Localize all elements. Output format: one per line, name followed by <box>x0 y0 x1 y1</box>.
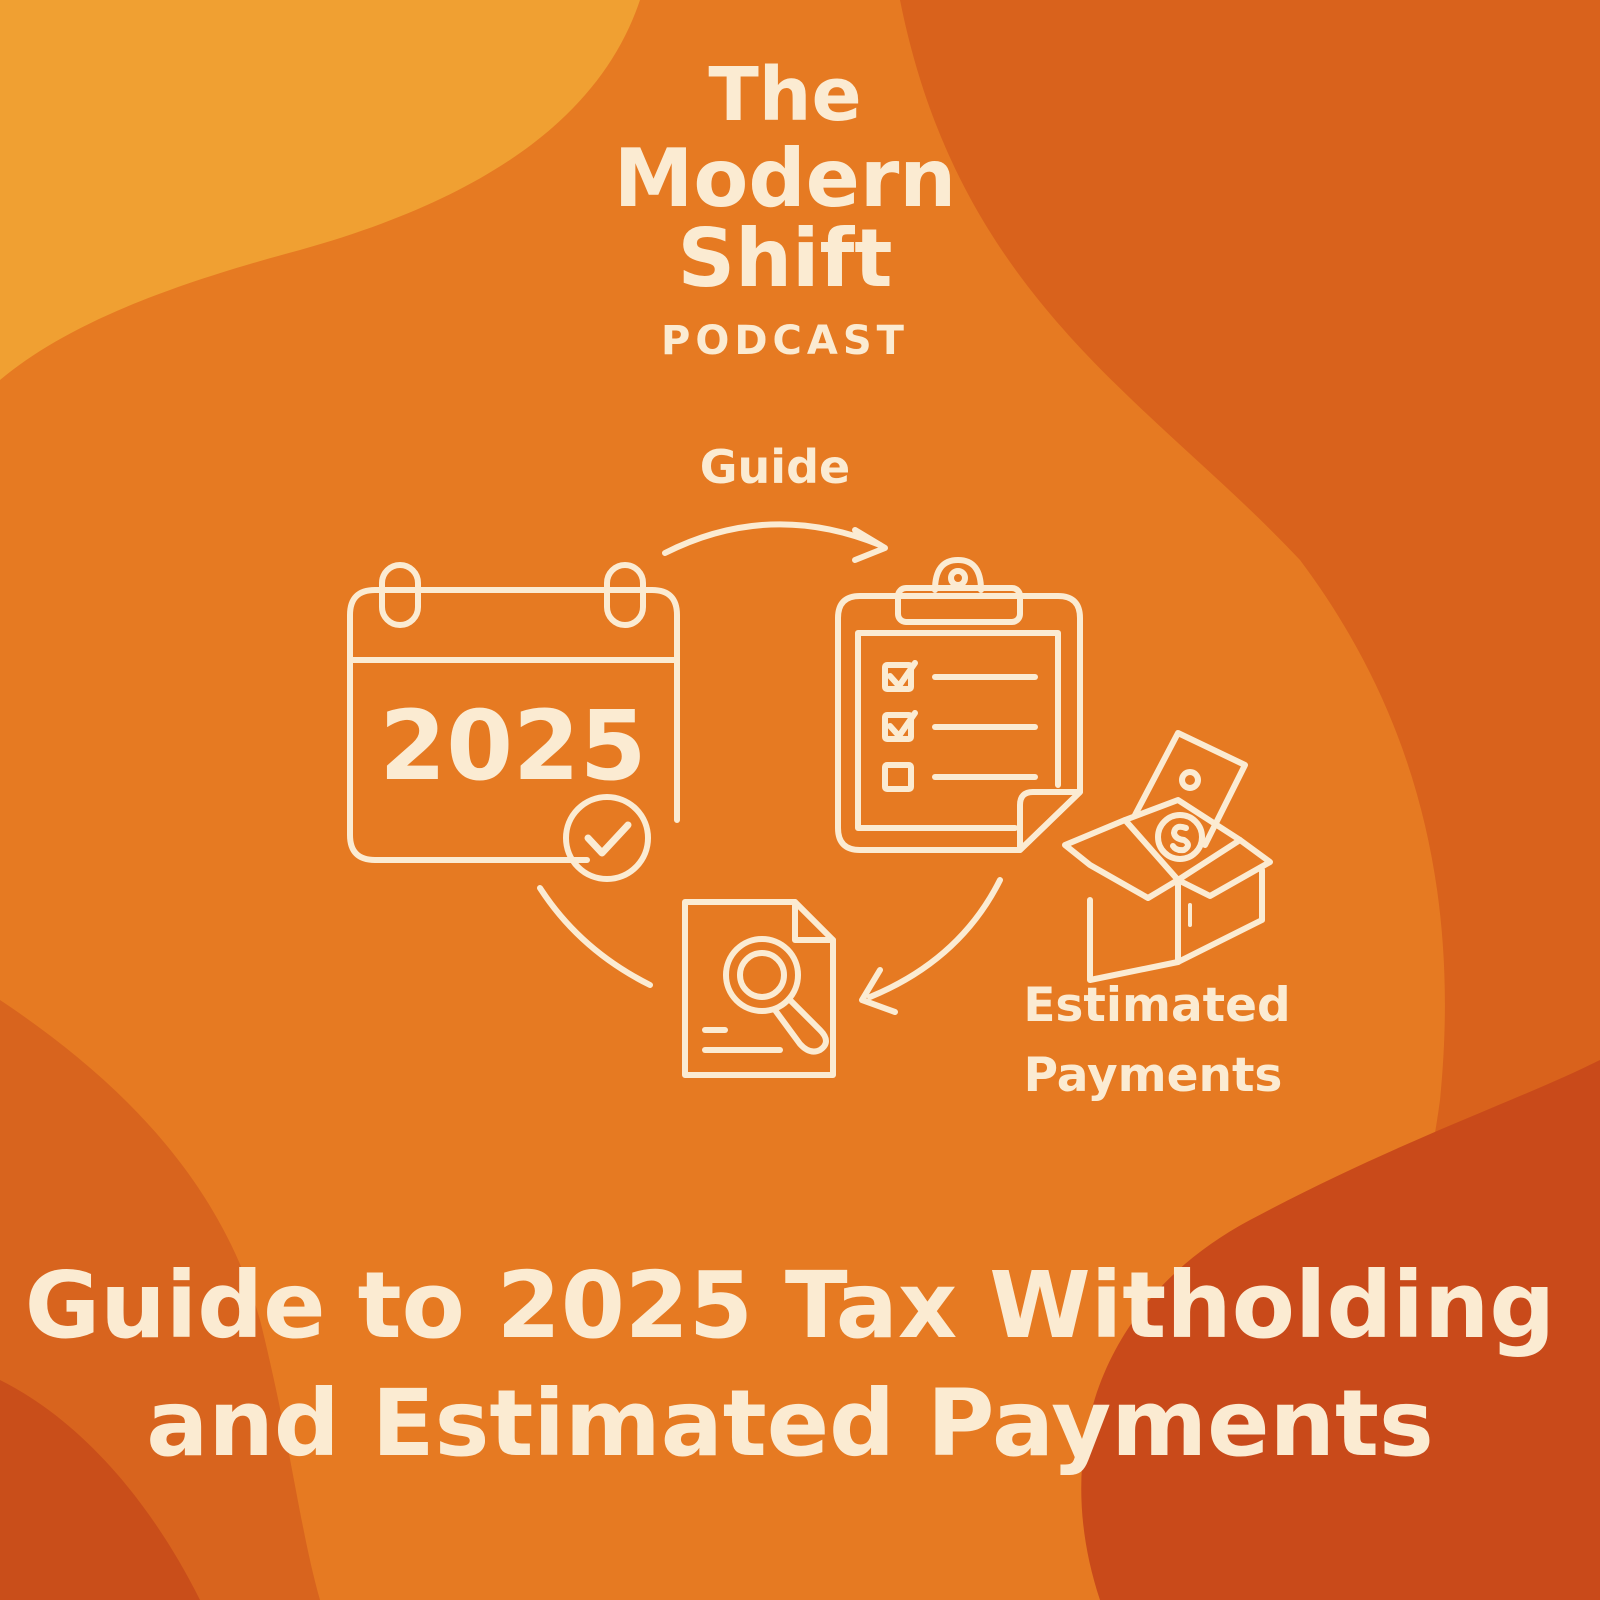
episode-title-line2: and Estimated Payments <box>146 1370 1434 1477</box>
bottom-right-wave <box>1081 1060 1600 1600</box>
episode-title-line1: Guide to 2025 Tax Witholding <box>24 1252 1556 1359</box>
calendar-check-icon <box>347 562 680 882</box>
document-search-icon <box>682 899 836 1078</box>
logo-shift: Shift <box>677 212 893 305</box>
top-arrow <box>662 521 883 556</box>
left-arc <box>537 885 653 988</box>
logo-modern: Modern <box>613 132 957 225</box>
clipboard-checklist-icon <box>835 557 1083 853</box>
estimated-label-line2: Payments <box>1023 1048 1283 1103</box>
right-arrowhead <box>859 967 898 1015</box>
estimated-label-line1: Estimated <box>1023 978 1291 1033</box>
calendar-year: 2025 <box>379 690 647 802</box>
money-box-icon <box>1062 730 1273 983</box>
logo-the: The <box>708 52 862 138</box>
logo-podcast: PODCAST <box>661 318 909 364</box>
top-left-wave <box>0 0 640 380</box>
bottom-left-deep-wave <box>0 1380 200 1600</box>
cycle-arrows <box>537 521 1003 1015</box>
right-arrow <box>867 877 1003 1000</box>
guide-label: Guide <box>699 440 851 494</box>
top-arrowhead <box>852 527 888 563</box>
